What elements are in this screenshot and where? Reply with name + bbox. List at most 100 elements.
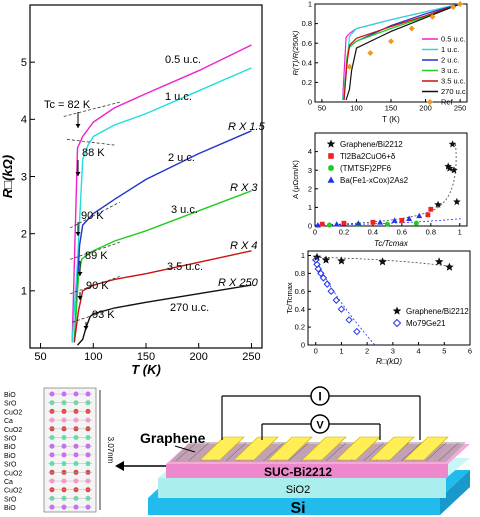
graphene-lattice [288,442,309,462]
tc-annotation: 90 K [81,210,104,222]
data-point-square [319,221,325,227]
tc-annotation: 88 K [82,147,105,159]
data-point-diamond [332,296,340,304]
y-tick-label: 0 [308,222,312,231]
data-point-star [392,306,402,315]
data-point-triangle [314,222,321,228]
data-point-triangle [416,212,423,219]
data-point-triangle [406,215,413,221]
electrode [403,436,449,461]
legend-entry: (TMTSF)2PF6 [340,164,392,173]
series-line [345,3,461,101]
data-point-star [321,255,331,264]
series-label: 0.5 u.c. [165,54,201,66]
data-point-square [370,219,376,225]
data-point-diamond [314,265,322,273]
series-label: 3 u.c. [171,204,198,216]
y-tick-label: 1 [308,203,312,212]
ref-point [367,50,374,56]
ref-point [429,13,436,20]
suc-label: SUC-Bi2212 [264,465,332,479]
legend-entry: Graphene/Bi2212 [340,140,403,149]
x-tick-label: 1 [339,347,343,356]
layer-label: SrO [4,436,17,443]
data-point-circle [384,221,390,227]
tc-arrowhead [75,172,81,176]
pointer-arrowhead [115,461,124,471]
data-point-triangle [377,219,384,225]
guide-curve [315,256,450,267]
x-tick-label: 200 [190,351,208,363]
inset-slope-panel: 0 0.2 0.4 0.6 0.8 1 0 1 2 3 4 Graphene/Bi2212 Tl2Ba2… [291,132,468,248]
extrapolation-line [72,307,115,323]
x-tick-label: 100 [350,104,363,113]
graphene-lattice [188,442,209,462]
x-tick-label: 1 [458,228,462,237]
y-tick-label: 2 [308,184,312,193]
y-tick-label: 0.2 [295,323,305,332]
guide-curve [314,142,457,226]
extrapolation-line [69,276,120,295]
series-line [73,250,252,343]
series-label: 2 u.c. [168,152,195,164]
x-tick-label: 0.4 [368,228,378,237]
ref-point [346,63,353,70]
current-meter [310,386,330,406]
y-tick-label: 1 [308,0,312,9]
graphene-lattice [400,442,422,462]
data-point-star [453,197,461,206]
suc-front [166,464,448,478]
data-point-star [450,166,458,174]
data-point-square [425,212,431,218]
si-front [148,498,440,515]
x-tick-label: 0.6 [397,228,407,237]
electrode [267,436,313,461]
sio2-label: SiO2 [286,484,310,496]
y-tick-label: 0.2 [302,78,312,87]
y-tick-label: 1 [21,286,27,298]
graphene-lattice [363,442,384,462]
x-tick-label: 250 [454,104,467,113]
ref-point [457,1,464,7]
plot-frame [307,250,471,346]
y-tick-label: 0.8 [295,269,305,278]
series-label: R X 250 [218,277,259,289]
y-tick-label: 3 [21,171,27,183]
x-tick-label: 250 [242,351,260,363]
y-tick-label: 1 [301,251,305,260]
data-point-triangle [333,221,340,227]
data-point-square [328,153,334,159]
data-point-diamond [317,269,325,278]
x-tick-label: 3 [391,347,395,356]
legend-entry: 3.5 u.c. [441,77,466,86]
voltage-label: V [316,420,324,432]
y-axis-title: R(T)/R(250K) [291,30,300,76]
x-tick-label: 50 [318,104,326,113]
legend-entry: 3 u.c. [441,66,459,75]
x-tick-label: 6 [468,347,472,356]
data-point-star [326,139,336,148]
electrode [369,436,415,461]
data-point-square [341,220,347,226]
graphene-label: Graphene [140,430,206,446]
x-tick-label: 0.8 [426,228,436,237]
graphene-leader [174,445,196,453]
layer-label: Ca [4,479,13,486]
y-tick-label: 0 [301,341,305,350]
electrode [301,436,347,461]
graphene-lattice [263,442,284,462]
legend-entry: Mo79Ge21 [406,319,446,328]
graphene-lattice [425,442,447,462]
y-tick-label: 4 [308,147,312,156]
series-label: R X 4 [230,240,258,252]
y-tick-label: 5 [21,57,27,69]
data-point-star [445,262,454,271]
data-point-star [434,257,444,266]
series-line [73,130,252,343]
extrapolation-line [66,138,115,146]
x-tick-label: 150 [385,104,398,113]
layer-label: BiO [4,444,16,451]
layer-label: CuO2 [4,427,22,434]
series-label: R X 1.5 [228,121,266,133]
c-axis-label: 3.07nm [106,437,115,464]
